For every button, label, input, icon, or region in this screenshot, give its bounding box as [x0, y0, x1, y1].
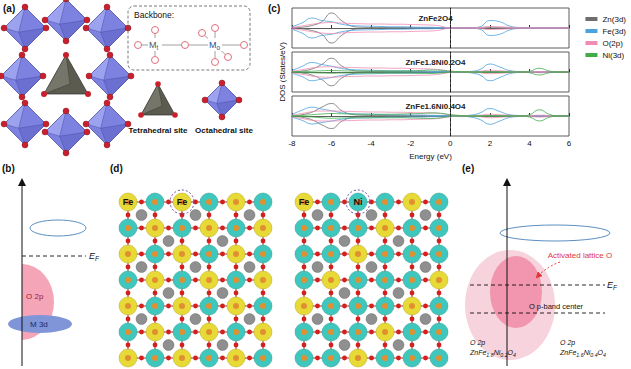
svg-text:6: 6 [567, 139, 572, 148]
svg-text:-4: -4 [368, 139, 376, 148]
svg-text:Fe(3d): Fe(3d) [602, 27, 626, 36]
svg-text:O 2p: O 2p [26, 292, 44, 301]
svg-text:Fe: Fe [123, 197, 134, 207]
svg-text:Fe: Fe [177, 197, 188, 207]
svg-text:Activated lattice O: Activated lattice O [548, 251, 612, 260]
svg-text:ZnFe2O4: ZnFe2O4 [418, 14, 453, 23]
svg-text:O(2p): O(2p) [602, 39, 623, 48]
svg-text:Mt: Mt [149, 40, 159, 51]
svg-text:EF: EF [89, 251, 100, 262]
svg-text:Ni(3d): Ni(3d) [602, 51, 624, 60]
svg-text:ZnFe1.8Ni0.2O4: ZnFe1.8Ni0.2O4 [469, 349, 516, 358]
svg-text:Backbone:: Backbone: [134, 10, 174, 20]
svg-text:DOS (States/eV): DOS (States/eV) [278, 42, 287, 102]
svg-text:O 2p: O 2p [470, 339, 485, 347]
svg-text:M 3d: M 3d [30, 320, 48, 329]
svg-text:O 2p: O 2p [560, 339, 575, 347]
svg-text:(e): (e) [462, 163, 474, 174]
svg-text:Energy (eV): Energy (eV) [409, 152, 452, 161]
svg-text:4: 4 [527, 139, 532, 148]
svg-text:(c): (c) [268, 3, 280, 14]
svg-text:-8: -8 [288, 139, 296, 148]
svg-text:ZnFe1.6Ni0.4O4: ZnFe1.6Ni0.4O4 [559, 349, 606, 358]
svg-text:Mo: Mo [209, 40, 221, 51]
svg-text:Fe: Fe [299, 197, 310, 207]
svg-text:(b): (b) [2, 163, 15, 174]
svg-text:(a): (a) [3, 3, 15, 14]
svg-text:Ni: Ni [354, 197, 363, 207]
svg-text:Tetrahedral site: Tetrahedral site [129, 126, 189, 135]
svg-text:Zn(3d): Zn(3d) [602, 15, 626, 24]
svg-text:Octahedral site: Octahedral site [195, 126, 253, 135]
svg-text:0: 0 [448, 139, 453, 148]
svg-text:(d): (d) [110, 163, 123, 174]
svg-text:-2: -2 [407, 139, 415, 148]
svg-text:ZnFe1.8Ni0.2O4: ZnFe1.8Ni0.2O4 [405, 58, 466, 67]
svg-text:O p-band center: O p-band center [529, 302, 584, 311]
svg-text:ZnFe1.6Ni0.4O4: ZnFe1.6Ni0.4O4 [405, 102, 466, 111]
svg-text:2: 2 [488, 139, 493, 148]
svg-text:-6: -6 [328, 139, 336, 148]
svg-text:EF: EF [607, 280, 618, 291]
